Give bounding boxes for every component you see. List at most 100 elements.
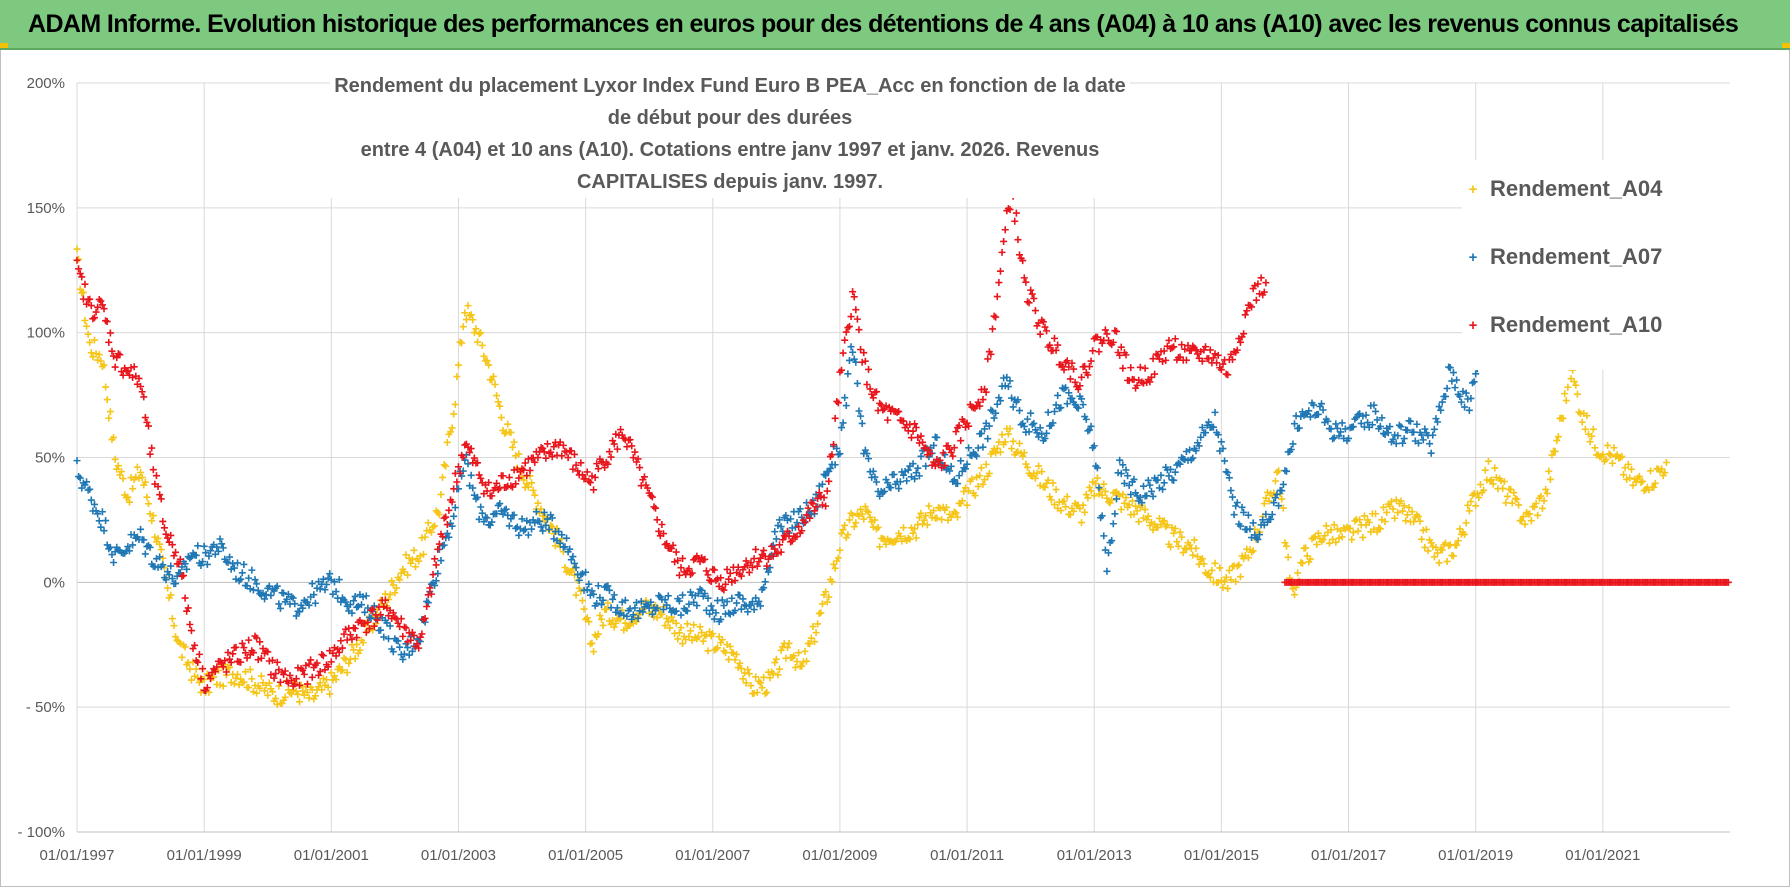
data-point [1004, 383, 1012, 391]
data-point [629, 611, 637, 619]
data-point [466, 448, 474, 456]
data-point [753, 562, 761, 570]
data-point [1190, 536, 1198, 544]
data-point [1257, 274, 1265, 282]
data-point [94, 356, 102, 364]
data-point [1068, 359, 1076, 367]
data-point [598, 601, 606, 609]
data-point [1499, 484, 1507, 492]
data-point [709, 630, 717, 638]
data-point [1074, 385, 1082, 393]
data-point [192, 665, 200, 673]
data-point [1602, 455, 1610, 463]
data-point [415, 557, 423, 565]
data-point [1403, 511, 1411, 519]
data-point [663, 540, 671, 548]
data-point [172, 580, 180, 588]
data-point [558, 531, 566, 539]
data-point [1025, 299, 1033, 307]
data-point [413, 640, 421, 648]
data-point [1065, 363, 1073, 371]
data-point [319, 675, 327, 683]
data-point [1198, 423, 1206, 431]
data-point [1224, 371, 1232, 379]
data-point [761, 578, 769, 586]
data-point [1023, 298, 1031, 306]
data-point [359, 639, 367, 647]
data-point [1329, 435, 1337, 443]
data-point [1227, 487, 1235, 495]
data-point [273, 658, 281, 666]
data-point [396, 576, 404, 584]
data-point [261, 687, 269, 695]
data-point [569, 465, 577, 473]
data-point [135, 374, 143, 382]
data-point [683, 607, 691, 615]
data-point [1298, 559, 1306, 567]
data-point [831, 564, 839, 572]
legend-item-a07: + Rendement_A07 [1462, 242, 1663, 272]
data-point [377, 611, 385, 619]
data-point [857, 345, 865, 353]
data-point [621, 596, 629, 604]
data-point [308, 580, 316, 588]
data-point [1434, 418, 1442, 426]
data-point [78, 484, 86, 492]
data-point [882, 402, 890, 410]
data-point [1132, 502, 1140, 510]
data-point [1434, 549, 1442, 557]
data-point [248, 566, 256, 574]
data-point [1070, 507, 1078, 515]
data-point [168, 541, 176, 549]
data-point [1043, 429, 1051, 437]
data-point [1249, 519, 1257, 527]
data-point [954, 513, 962, 521]
data-point [572, 591, 580, 599]
data-point [1453, 541, 1461, 549]
data-point [1341, 425, 1349, 433]
data-point [442, 513, 450, 521]
data-point [1057, 507, 1065, 515]
data-point [214, 666, 222, 674]
data-point [858, 419, 866, 427]
data-point [1345, 434, 1353, 442]
data-point [181, 594, 189, 602]
data-point [100, 361, 108, 369]
data-point [895, 485, 903, 493]
data-point [443, 521, 451, 529]
data-point [858, 358, 866, 366]
data-point [1009, 437, 1017, 445]
data-point [731, 607, 739, 615]
data-point [1370, 401, 1378, 409]
data-point [318, 650, 326, 658]
data-point [1327, 526, 1335, 534]
data-point [1397, 423, 1405, 431]
data-point [865, 455, 873, 463]
data-point [1389, 435, 1397, 443]
data-point [259, 589, 267, 597]
data-point [1346, 524, 1354, 532]
data-point [737, 605, 745, 613]
data-point [434, 570, 442, 578]
data-point [1380, 503, 1388, 511]
data-point [467, 471, 475, 479]
data-point [249, 649, 257, 657]
data-point [418, 630, 426, 638]
data-point [408, 647, 416, 655]
data-point [86, 295, 94, 303]
data-point [1626, 474, 1634, 482]
data-point [73, 457, 81, 465]
data-point [1117, 506, 1125, 514]
data-point [876, 543, 884, 551]
legend-marker-a07: + [1468, 248, 1478, 266]
data-point [866, 513, 874, 521]
data-point [609, 595, 617, 603]
data-point [1211, 408, 1219, 416]
data-point [1100, 532, 1108, 540]
data-point [95, 517, 103, 525]
data-point [232, 643, 240, 651]
data-point [373, 616, 381, 624]
data-point [518, 515, 526, 523]
data-point [594, 582, 602, 590]
data-point [993, 444, 1001, 452]
